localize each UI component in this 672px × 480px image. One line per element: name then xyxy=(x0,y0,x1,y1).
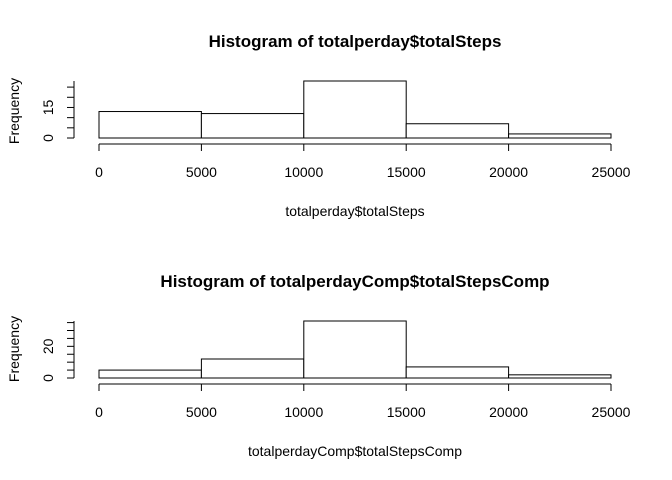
y-tick-label: 15 xyxy=(40,99,56,115)
x-tick-label: 20000 xyxy=(489,164,528,180)
x-tick-label: 20000 xyxy=(489,404,528,420)
chart-title: Histogram of totalperday$totalSteps xyxy=(209,32,502,51)
histogram-bar xyxy=(98,111,202,139)
histogram-panel-total-steps-comp: Histogram of totalperdayComp$totalStepsC… xyxy=(6,272,631,459)
x-axis: 0 5000 10000 15000 20000 25000 xyxy=(95,383,631,420)
x-axis-label: totalperday$totalSteps xyxy=(285,203,424,219)
histogram-bar xyxy=(98,369,202,379)
x-tick-label: 10000 xyxy=(284,164,323,180)
x-axis-label: totalperdayComp$totalStepsComp xyxy=(248,443,462,459)
histogram-bar xyxy=(405,366,510,379)
x-tick-label: 25000 xyxy=(592,404,631,420)
x-tick-label: 25000 xyxy=(592,164,631,180)
histogram-bar xyxy=(303,80,407,139)
histogram-bar xyxy=(508,374,612,379)
x-tick-label: 15000 xyxy=(387,404,426,420)
x-tick-label: 15000 xyxy=(387,164,426,180)
histogram-bar xyxy=(405,123,510,139)
chart-title: Histogram of totalperdayComp$totalStepsC… xyxy=(160,272,549,291)
histogram-bar xyxy=(200,113,305,139)
x-tick-label: 0 xyxy=(95,404,103,420)
x-tick-label: 0 xyxy=(95,164,103,180)
x-tick-label: 5000 xyxy=(186,164,217,180)
x-tick-label: 5000 xyxy=(186,404,217,420)
y-axis: 0 20 xyxy=(40,321,75,382)
y-tick-label: 0 xyxy=(40,134,56,142)
y-tick-label: 20 xyxy=(40,338,56,354)
x-axis: 0 5000 10000 15000 20000 25000 xyxy=(95,143,631,180)
histogram-bar xyxy=(303,320,407,379)
y-axis: 0 15 xyxy=(40,81,75,142)
y-axis-label: Frequency xyxy=(6,316,22,382)
histogram-bar xyxy=(508,133,612,139)
histogram-panel-total-steps: Histogram of totalperday$totalSteps tota… xyxy=(6,32,631,219)
y-axis-label: Frequency xyxy=(6,78,22,144)
y-tick-label: 0 xyxy=(40,374,56,382)
x-tick-label: 10000 xyxy=(284,404,323,420)
histogram-bar xyxy=(200,358,305,379)
